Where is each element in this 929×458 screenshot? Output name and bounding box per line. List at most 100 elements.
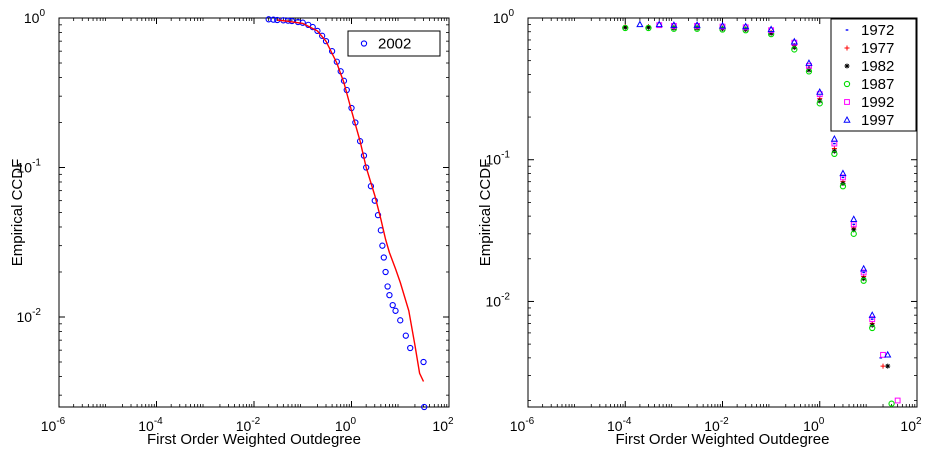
- minor-ticks-1: [59, 18, 449, 407]
- data-point-2-2-7: [791, 44, 797, 50]
- data-point-2-4-10: [840, 174, 846, 181]
- data-point-2-4-12: [860, 269, 867, 276]
- data-point-2-3-13: [860, 277, 867, 284]
- y-tick-label-1-2: 10-2: [17, 307, 42, 325]
- data-point-1-0-36: [407, 344, 414, 352]
- data-point-2-0-13: [862, 271, 865, 274]
- data-point-1-0-25: [374, 212, 382, 219]
- y-axis-label-2: Empirical CCDF: [477, 159, 494, 267]
- data-point-2-0-15: [879, 357, 883, 359]
- data-point-1-0-33: [392, 307, 399, 314]
- data-point-2-5-14: [868, 311, 876, 318]
- data-point-1-0-34: [397, 317, 404, 324]
- data-point-1-0-38: [421, 403, 428, 411]
- legend-1: 2002: [347, 30, 441, 57]
- x-tick-label-2-3: 100: [803, 416, 825, 434]
- legend-box-1: [347, 30, 441, 57]
- x-tick-label-2-2: 10-2: [704, 416, 729, 434]
- data-point-2-2-15: [885, 363, 891, 369]
- y-tick-label-2-0: 100: [493, 8, 515, 26]
- legend-label-2-0: 1972: [861, 22, 894, 39]
- data-point-2-2-0: [622, 24, 628, 30]
- data-point-2-3-5: [742, 27, 749, 34]
- legend-marker-2-2: [844, 63, 850, 69]
- legend-label-2-1: 1977: [861, 40, 894, 57]
- x-tick-label-1-3: 100: [335, 416, 357, 434]
- legend-marker-1-0: [360, 40, 368, 47]
- data-point-1-0-27: [379, 242, 386, 249]
- data-point-2-5-2: [670, 21, 678, 28]
- data-point-2-5-8: [805, 59, 813, 66]
- data-point-2-1-15: [880, 363, 886, 369]
- data-point-2-5-11: [839, 169, 847, 177]
- data-point-2-4-15: [894, 397, 901, 404]
- data-point-1-0-35: [402, 332, 409, 339]
- y-tick-label-1-1: 10-1: [17, 157, 42, 175]
- y-tick-label-2-1: 10-1: [486, 150, 511, 168]
- series-line-1-1: [277, 19, 425, 382]
- data-point-1-0-28: [380, 254, 387, 261]
- data-point-2-5-5: [742, 22, 750, 30]
- data-point-2-3-0: [622, 24, 629, 32]
- x-axis-label-2: First Order Weighted Outdegree: [616, 431, 830, 448]
- x-tick-label-1-1: 10-4: [138, 416, 163, 434]
- data-point-2-5-1: [655, 20, 663, 28]
- data-point-1-0-29: [382, 268, 389, 276]
- data-point-2-5-15: [884, 350, 892, 358]
- legend-marker-2-3: [843, 80, 851, 88]
- y-axis-label-1: Empirical CCDF: [9, 159, 26, 267]
- legend-label-1-0: 2002: [378, 36, 411, 53]
- legend-marker-2-0: [845, 29, 849, 31]
- data-point-1-0-30: [384, 283, 391, 290]
- x-tick-label-2-0: 10-6: [510, 416, 535, 434]
- data-point-2-3-14: [869, 324, 876, 332]
- data-point-2-2-8: [806, 67, 812, 73]
- data-point-1-0-10: [314, 27, 321, 35]
- x-tick-label-2-4: 102: [900, 416, 922, 434]
- data-point-2-5-7: [790, 37, 798, 45]
- data-point-2-3-12: [850, 230, 857, 237]
- x-axis-label-1: First Order Weighted Outdegree: [147, 431, 361, 448]
- data-point-2-2-6: [768, 30, 774, 36]
- data-point-2-5-0: [636, 20, 644, 28]
- data-point-2-3-11: [839, 183, 847, 190]
- legend-box-2: [830, 18, 917, 132]
- legend-label-2-2: 1982: [861, 58, 894, 75]
- series-1-1: [277, 19, 425, 382]
- data-point-2-3-1: [645, 24, 652, 32]
- data-point-2-0-10: [833, 142, 836, 145]
- data-point-2-5-12: [850, 215, 858, 222]
- data-point-2-5-10: [830, 134, 839, 142]
- data-point-1-0-32: [389, 302, 396, 309]
- data-point-1-0-11: [318, 32, 326, 39]
- legend-marker-2-1: [844, 45, 850, 51]
- x-tick-label-1-4: 102: [432, 416, 454, 434]
- data-point-2-0-14: [870, 318, 874, 320]
- data-point-2-3-7: [791, 46, 798, 53]
- data-point-2-3-15: [888, 400, 895, 407]
- data-point-2-0-12: [852, 223, 856, 226]
- series-2-5: [636, 20, 892, 358]
- data-point-1-0-12: [322, 38, 330, 45]
- data-point-2-0-11: [841, 176, 845, 179]
- data-point-1-0-31: [386, 291, 393, 299]
- data-point-2-5-6: [767, 25, 775, 33]
- data-point-2-5-3: [693, 21, 701, 28]
- data-point-2-3-9: [816, 100, 823, 107]
- y-tick-label-2-2: 10-2: [486, 291, 511, 309]
- data-point-2-2-12: [851, 227, 857, 233]
- data-point-2-5-13: [860, 264, 868, 272]
- data-point-2-3-10: [831, 150, 838, 158]
- plot-frame-1: [58, 17, 450, 408]
- legend-label-2-3: 1987: [861, 76, 894, 93]
- data-point-2-4-14: [880, 351, 886, 358]
- data-point-2-5-4: [718, 21, 727, 29]
- y-tick-label-1-0: 100: [24, 8, 46, 26]
- legend-label-2-4: 1992: [861, 94, 894, 111]
- data-point-1-0-1: [270, 16, 277, 23]
- data-point-1-0-37: [420, 358, 427, 366]
